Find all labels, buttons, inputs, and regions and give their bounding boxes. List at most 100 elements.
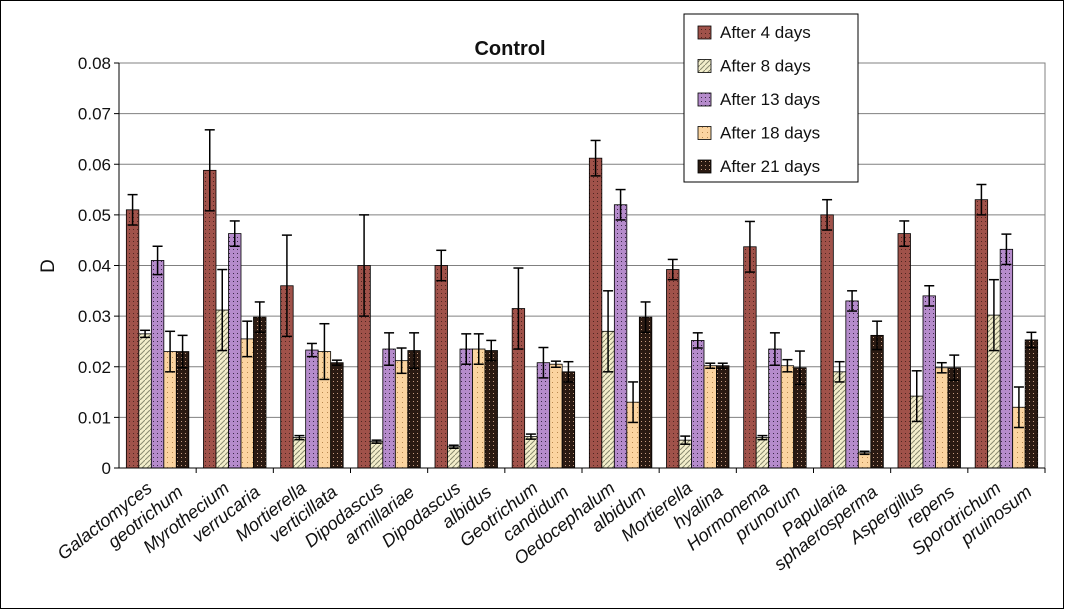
error-bar	[949, 354, 960, 382]
error-bar	[1001, 233, 1012, 266]
bar	[922, 295, 936, 469]
bar	[691, 340, 705, 469]
error-bar	[615, 188, 626, 221]
error-bar	[859, 450, 870, 456]
error-bar	[640, 301, 651, 334]
legend-swatch	[697, 126, 712, 140]
legend-item: After 18 days	[697, 124, 820, 143]
error-bar	[744, 220, 755, 273]
error-bar	[976, 183, 987, 216]
bar	[857, 452, 872, 469]
bar	[369, 441, 384, 469]
bar	[999, 248, 1014, 469]
bar	[832, 371, 847, 469]
error-bar	[486, 339, 497, 362]
y-tick-label: 0.04	[78, 257, 111, 276]
bar	[524, 436, 538, 469]
error-bar	[217, 268, 228, 352]
bar	[897, 233, 911, 469]
bar	[150, 260, 165, 469]
legend-item: After 8 days	[697, 57, 811, 76]
bar	[138, 333, 152, 469]
error-bar	[371, 439, 382, 444]
bar	[666, 269, 680, 469]
error-bar	[794, 350, 805, 386]
y-tick-label: 0	[102, 459, 111, 478]
gridlines	[119, 62, 1045, 418]
bar	[845, 300, 859, 469]
error-bar	[396, 347, 407, 375]
legend-label: After 4 days	[720, 23, 811, 42]
bar	[561, 371, 576, 469]
error-bar	[1013, 386, 1024, 429]
bar	[305, 349, 319, 469]
error-bar	[782, 358, 793, 373]
error-bar	[936, 361, 947, 374]
error-bar	[473, 333, 484, 365]
error-bar	[165, 330, 176, 373]
error-bar	[319, 322, 330, 381]
error-bar	[204, 129, 215, 212]
bar	[947, 367, 961, 469]
error-bar	[254, 301, 265, 334]
error-bar	[717, 362, 728, 370]
y-axis-label: D	[38, 259, 59, 273]
bar	[125, 209, 140, 469]
bar	[613, 204, 628, 469]
error-bar	[603, 290, 614, 373]
bar	[638, 316, 653, 469]
bar	[240, 338, 254, 469]
bar	[820, 214, 834, 469]
bar	[253, 316, 267, 469]
error-bar	[1026, 331, 1037, 349]
bar	[974, 199, 989, 469]
error-bar	[550, 360, 561, 369]
error-bar	[384, 332, 395, 366]
bar	[459, 348, 473, 469]
legend-swatch	[697, 25, 712, 40]
y-tick-label: 0.06	[78, 155, 111, 174]
legend-label: After 21 days	[720, 157, 820, 176]
bar	[935, 367, 949, 469]
error-bar	[872, 320, 883, 351]
bar	[768, 348, 782, 469]
error-bar	[281, 234, 292, 338]
legend-label: After 8 days	[720, 57, 811, 76]
error-bar	[229, 220, 240, 248]
bar	[780, 365, 795, 469]
legend-item: After 13 days	[697, 90, 820, 109]
legend-swatch	[697, 59, 712, 73]
error-bar	[769, 332, 780, 366]
legend-item: After 21 days	[697, 157, 820, 176]
legend-swatch	[697, 159, 712, 174]
bar	[175, 351, 190, 469]
error-bar	[924, 285, 935, 307]
error-bar	[242, 320, 253, 358]
y-tick-label: 0.03	[78, 307, 111, 326]
bar	[870, 334, 884, 469]
legend: After 4 days After 8 days After 13 days Aft…	[683, 13, 859, 183]
error-bar	[692, 332, 703, 349]
error-bar	[822, 198, 833, 231]
error-bar	[306, 342, 317, 358]
bar	[755, 437, 770, 469]
y-tick-label: 0.02	[78, 358, 111, 377]
error-bar	[590, 139, 601, 177]
bar	[228, 233, 242, 469]
error-bar	[628, 381, 639, 424]
bar	[716, 365, 730, 469]
error-bar	[847, 290, 858, 312]
error-bar	[525, 433, 536, 440]
error-bar	[513, 267, 524, 350]
legend-swatch	[697, 92, 712, 107]
error-bar	[834, 360, 845, 383]
y-tick-label: 0.08	[78, 54, 111, 73]
bar	[203, 169, 217, 469]
bar	[472, 348, 486, 469]
bar	[434, 265, 448, 469]
bar	[549, 363, 563, 469]
legend-box	[683, 13, 859, 183]
bar	[588, 157, 603, 469]
bar	[484, 350, 498, 469]
bar	[292, 437, 307, 469]
